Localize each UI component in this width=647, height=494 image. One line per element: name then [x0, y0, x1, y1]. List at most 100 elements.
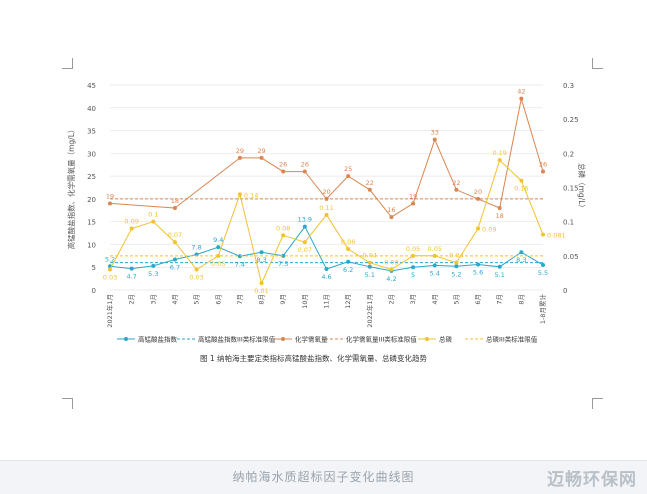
cod-data-point — [281, 169, 286, 174]
left-axis-tick-label: 40 — [87, 105, 96, 113]
tp-data-point — [432, 253, 437, 258]
crop-mark-top-right — [592, 58, 603, 69]
tp-data-point — [281, 233, 286, 238]
permanganate-legend-label: 高锰酸盐指数 — [138, 335, 178, 344]
cod-data-point — [476, 196, 481, 201]
x-axis-category-label: 12月 — [344, 294, 352, 309]
cod-data-label: 22 — [452, 179, 460, 187]
cod-data-label: 22 — [366, 179, 374, 187]
tp-data-label: 0.14 — [244, 191, 258, 199]
x-axis-category-label: 3月 — [409, 294, 417, 305]
tp-data-point — [194, 267, 199, 272]
permanganate-data-label: 5.3 — [148, 270, 158, 278]
cod-data-label: 20 — [322, 188, 330, 196]
permanganate-data-label: 5.5 — [538, 269, 548, 277]
permanganate-data-point — [541, 262, 545, 267]
x-axis-category-label: 4月 — [171, 294, 179, 305]
tp-data-label: 0.01 — [254, 287, 268, 295]
tp-data-point — [129, 226, 134, 231]
permanganate_limit-legend-label: 高锰酸盐指数III类标准限值 — [198, 335, 276, 344]
site-watermark: 迈畅环保网 — [547, 470, 637, 490]
cod-data-label: 33 — [431, 129, 439, 137]
cod-data-label: 42 — [517, 88, 525, 96]
left-axis-tick-label: 5 — [92, 264, 96, 272]
permanganate-data-point — [454, 264, 459, 269]
tp-data-point — [454, 260, 459, 265]
cod-data-point — [302, 169, 307, 174]
x-axis-category-label: 7月 — [496, 294, 504, 305]
tp-data-label: 0.09 — [124, 218, 138, 226]
tp-data-point — [389, 267, 394, 272]
cod-data-label: 25 — [344, 165, 352, 173]
tp_limit-legend-label: 总磷III类标准限值 — [486, 335, 538, 344]
tp-data-point — [302, 240, 307, 245]
tp-data-point — [519, 178, 524, 183]
cod_limit-legend-label: 化学需氧量III类标准限值 — [346, 335, 417, 344]
tp-data-label: 0.081 — [547, 232, 566, 240]
tp-data-label: 0.08 — [276, 224, 290, 232]
cod-data-point — [411, 201, 416, 206]
right-axis-tick-label: 0.1 — [563, 219, 574, 227]
x-axis-category-label: 2021年1月 — [105, 294, 114, 328]
tp-data-point — [476, 226, 481, 231]
permanganate-data-label: 7.8 — [191, 243, 201, 251]
x-axis-category-label: 6月 — [474, 294, 482, 305]
permanganate-data-label: 8.3 — [516, 256, 526, 264]
permanganate-data-point — [237, 254, 242, 259]
x-axis-category-label: 8月 — [517, 294, 525, 305]
cod-data-point — [346, 174, 351, 179]
x-axis-category-label: 10月 — [301, 294, 309, 309]
permanganate-data-point — [281, 253, 286, 258]
left-axis-tick-label: 25 — [87, 173, 96, 181]
tp-data-label: 0.03 — [384, 259, 398, 267]
left-axis-tick-label: 30 — [87, 150, 96, 158]
permanganate-data-label: 7.4 — [235, 260, 245, 268]
x-axis-category-label: 7月 — [236, 294, 244, 305]
document-page: 0 5 10 15 20 25 30 35 40 45 0 0.05 0.1 0.15 0.2 0.25 0.3… — [62, 58, 603, 409]
tp-data-label: 0.03 — [189, 274, 203, 282]
tp-data-label: 0.05 — [211, 260, 225, 268]
permanganate-data-point — [129, 266, 134, 271]
tp-data-label: 0.07 — [298, 246, 312, 254]
permanganate-data-point — [259, 250, 264, 255]
left-axis-tick-label: 10 — [87, 241, 96, 249]
tp-data-label: 0.19 — [492, 149, 506, 157]
right-axis-tick-label: 0.25 — [563, 116, 579, 124]
cod-legend-label: 化学需氧量 — [295, 335, 328, 344]
cod-data-label: 19 — [409, 192, 417, 200]
cod-data-point — [541, 169, 545, 174]
x-axis-category-label: 4月 — [431, 294, 439, 305]
cod-data-point — [259, 155, 264, 160]
right-axis-title: 总磷（mg/L） — [577, 163, 587, 212]
cod-data-point — [367, 187, 372, 192]
left-axis-title: 高锰酸盐指数、化学需氧量（mg/L） — [66, 126, 76, 250]
permanganate-data-label: 5.2 — [451, 270, 461, 278]
permanganate-data-point — [324, 267, 329, 272]
x-axis-category-label: 5月 — [193, 294, 201, 305]
right-axis-tick-label: 0.15 — [563, 185, 579, 193]
permanganate-data-point — [302, 224, 307, 229]
cod-data-label: 16 — [387, 206, 395, 214]
cod-data-point — [108, 201, 112, 206]
cod-data-label: 26 — [539, 161, 547, 169]
footer-bar: 纳帕海水质超标因子变化曲线图 迈畅环保网 — [0, 460, 647, 494]
tp-data-point — [497, 158, 502, 163]
tp-data-point — [108, 267, 112, 272]
left-axis-tick-label: 35 — [87, 128, 96, 136]
cod-data-label: 19 — [106, 192, 114, 200]
cod-data-label: 20 — [474, 188, 482, 196]
x-axis-category-label: 6月 — [214, 294, 222, 305]
x-axis-category-label: 5月 — [452, 294, 460, 305]
tp-data-label: 0.07 — [168, 231, 182, 239]
permanganate-data-label: 6.2 — [343, 266, 353, 274]
tp-data-label: 0.05 — [406, 245, 420, 253]
tp-data-label: 0.16 — [514, 185, 528, 193]
cod-data-point — [519, 96, 524, 101]
tp-data-point — [411, 253, 416, 258]
tp-data-point — [324, 212, 329, 217]
permanganate-data-label: 4.6 — [321, 273, 331, 281]
permanganate-data-label: 13.9 — [298, 216, 312, 224]
left-axis-tick-label: 0 — [92, 287, 96, 295]
x-axis-category-label: 1-8月累计 — [538, 294, 547, 325]
tp-data-point — [346, 247, 351, 251]
